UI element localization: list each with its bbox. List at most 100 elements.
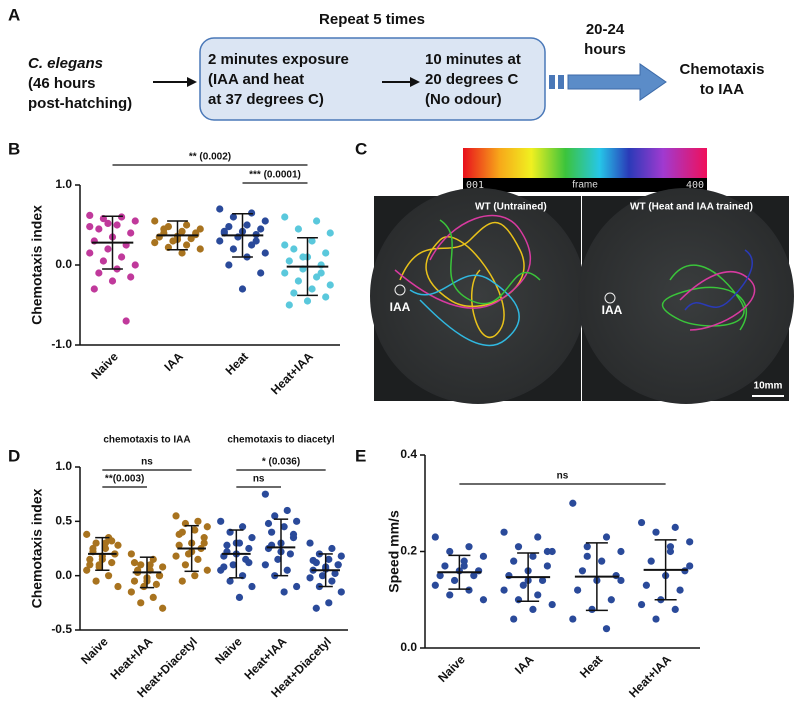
data-point: [529, 605, 537, 614]
data-point: [83, 530, 91, 538]
data-point: [191, 526, 199, 534]
age-text: post-hatching): [28, 95, 132, 112]
data-point: [637, 518, 646, 527]
data-point: [191, 572, 199, 580]
data-point: [187, 235, 195, 243]
data-point: [178, 249, 186, 257]
data-point: [131, 261, 139, 269]
rest-text: 20 degrees C: [425, 71, 519, 88]
panel-letter: D: [8, 446, 20, 465]
data-point: [325, 599, 333, 607]
photo-title: WT (Heat and IAA trained): [630, 202, 753, 213]
significance-label: *** (0.0001): [249, 170, 301, 181]
group-label: chemotaxis to diacetyl: [227, 435, 334, 446]
y-tick-label: 1.0: [55, 459, 72, 473]
data-point: [130, 577, 139, 585]
colorbar-label: 400: [686, 180, 704, 191]
data-point: [294, 225, 302, 233]
y-tick-label: -0.5: [51, 622, 72, 636]
worm-track: [439, 219, 541, 305]
data-point: [104, 219, 112, 227]
x-tick-label: Naive: [78, 634, 111, 667]
x-tick-label: Heat+IAA: [626, 652, 674, 700]
worm-track: [409, 274, 520, 347]
data-point: [216, 205, 224, 213]
photo-title: WT (Untrained): [475, 202, 547, 213]
data-point: [308, 237, 316, 245]
data-point: [569, 499, 577, 507]
data-point: [283, 506, 291, 515]
repeat-label: Repeat 5 times: [319, 11, 425, 28]
data-point: [286, 550, 294, 558]
x-tick-label: IAA: [161, 349, 186, 374]
data-point: [127, 273, 135, 281]
data-point: [529, 552, 537, 560]
data-point: [196, 245, 204, 253]
significance-label: ns: [557, 471, 569, 482]
data-point: [238, 285, 247, 293]
data-point: [306, 574, 314, 582]
data-point: [510, 615, 518, 623]
data-point: [500, 586, 508, 594]
data-point: [264, 519, 273, 528]
wait-text: hours: [584, 41, 626, 58]
panel-letter: A: [8, 5, 20, 24]
data-point: [86, 555, 94, 563]
data-point: [238, 523, 247, 531]
data-point: [118, 213, 126, 221]
data-point: [281, 213, 289, 221]
y-tick-label: 0.2: [400, 544, 417, 558]
data-point: [607, 596, 615, 604]
data-point: [583, 552, 591, 560]
arrow-head: [187, 77, 197, 87]
data-point: [220, 227, 228, 235]
data-point: [248, 209, 256, 217]
petri-dish: [578, 188, 794, 404]
data-point: [160, 225, 168, 233]
result-text: to IAA: [700, 81, 744, 98]
data-point: [652, 615, 660, 623]
data-point: [446, 547, 454, 556]
data-point: [86, 561, 94, 569]
data-point: [146, 561, 154, 569]
data-point: [293, 582, 301, 591]
data-point: [108, 537, 116, 545]
data-point: [223, 541, 231, 549]
panel-letter: E: [355, 446, 366, 465]
spot-label: IAA: [390, 300, 411, 314]
data-point: [122, 317, 130, 325]
data-point: [671, 605, 679, 614]
data-point: [274, 555, 282, 563]
significance-label: ns: [253, 474, 265, 485]
data-point: [322, 249, 330, 257]
data-point: [569, 615, 577, 623]
data-point: [450, 576, 459, 585]
data-point: [175, 530, 183, 538]
data-point: [666, 543, 675, 551]
worm-track: [679, 270, 756, 331]
data-point: [479, 552, 488, 560]
data-point: [309, 556, 317, 565]
data-point: [261, 561, 269, 569]
data-point: [317, 269, 325, 277]
data-point: [101, 544, 110, 553]
data-point: [137, 561, 145, 569]
worm-track: [684, 249, 753, 311]
data-point: [281, 241, 289, 249]
odour-spot: [394, 284, 406, 296]
data-point: [149, 593, 157, 602]
data-point: [431, 581, 439, 589]
data-point: [534, 591, 542, 599]
y-axis-label: Chemotaxis index: [29, 488, 45, 608]
arrow-dash: [549, 75, 555, 89]
data-point: [261, 217, 269, 225]
data-point: [92, 577, 100, 585]
data-point: [285, 257, 293, 265]
data-point: [637, 600, 646, 609]
data-point: [245, 544, 253, 553]
data-point: [543, 547, 551, 556]
data-point: [519, 581, 527, 589]
data-point: [127, 550, 135, 558]
data-point: [470, 572, 478, 580]
data-point: [280, 523, 288, 531]
